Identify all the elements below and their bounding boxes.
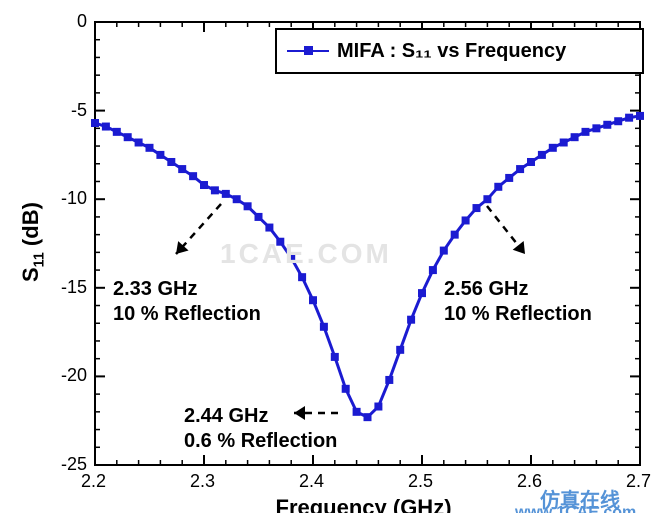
x-tick-label: 2.5 [408, 471, 433, 492]
x-tick-label: 2.7 [626, 471, 651, 492]
y-tick-label: -20 [61, 365, 87, 386]
y-tick-label: 0 [77, 11, 87, 32]
y-axis-label: S11 (dB) [18, 202, 47, 282]
y-tick-label: -25 [61, 454, 87, 475]
legend-label: MIFA : S₁₁ vs Frequency [337, 40, 566, 63]
y-tick-label: -15 [61, 277, 87, 298]
x-axis-label: Frequency (GHz) [276, 495, 452, 513]
x-tick-label: 2.4 [299, 471, 324, 492]
x-tick-label: 2.3 [190, 471, 215, 492]
y-tick-label: -5 [71, 100, 87, 121]
min-annot: 2.44 GHz0.6 % Reflection [184, 404, 337, 454]
left-annot: 2.33 GHz10 % Reflection [113, 277, 261, 327]
watermark-center: 1CAE.COM [220, 238, 392, 270]
y-tick-label: -10 [61, 188, 87, 209]
legend-box: MIFA : S₁₁ vs Frequency [275, 28, 644, 74]
footer-watermark-2: www.1CAE.com [515, 504, 636, 513]
legend-swatch [287, 50, 329, 52]
right-annot: 2.56 GHz10 % Reflection [444, 277, 592, 327]
x-tick-label: 2.6 [517, 471, 542, 492]
